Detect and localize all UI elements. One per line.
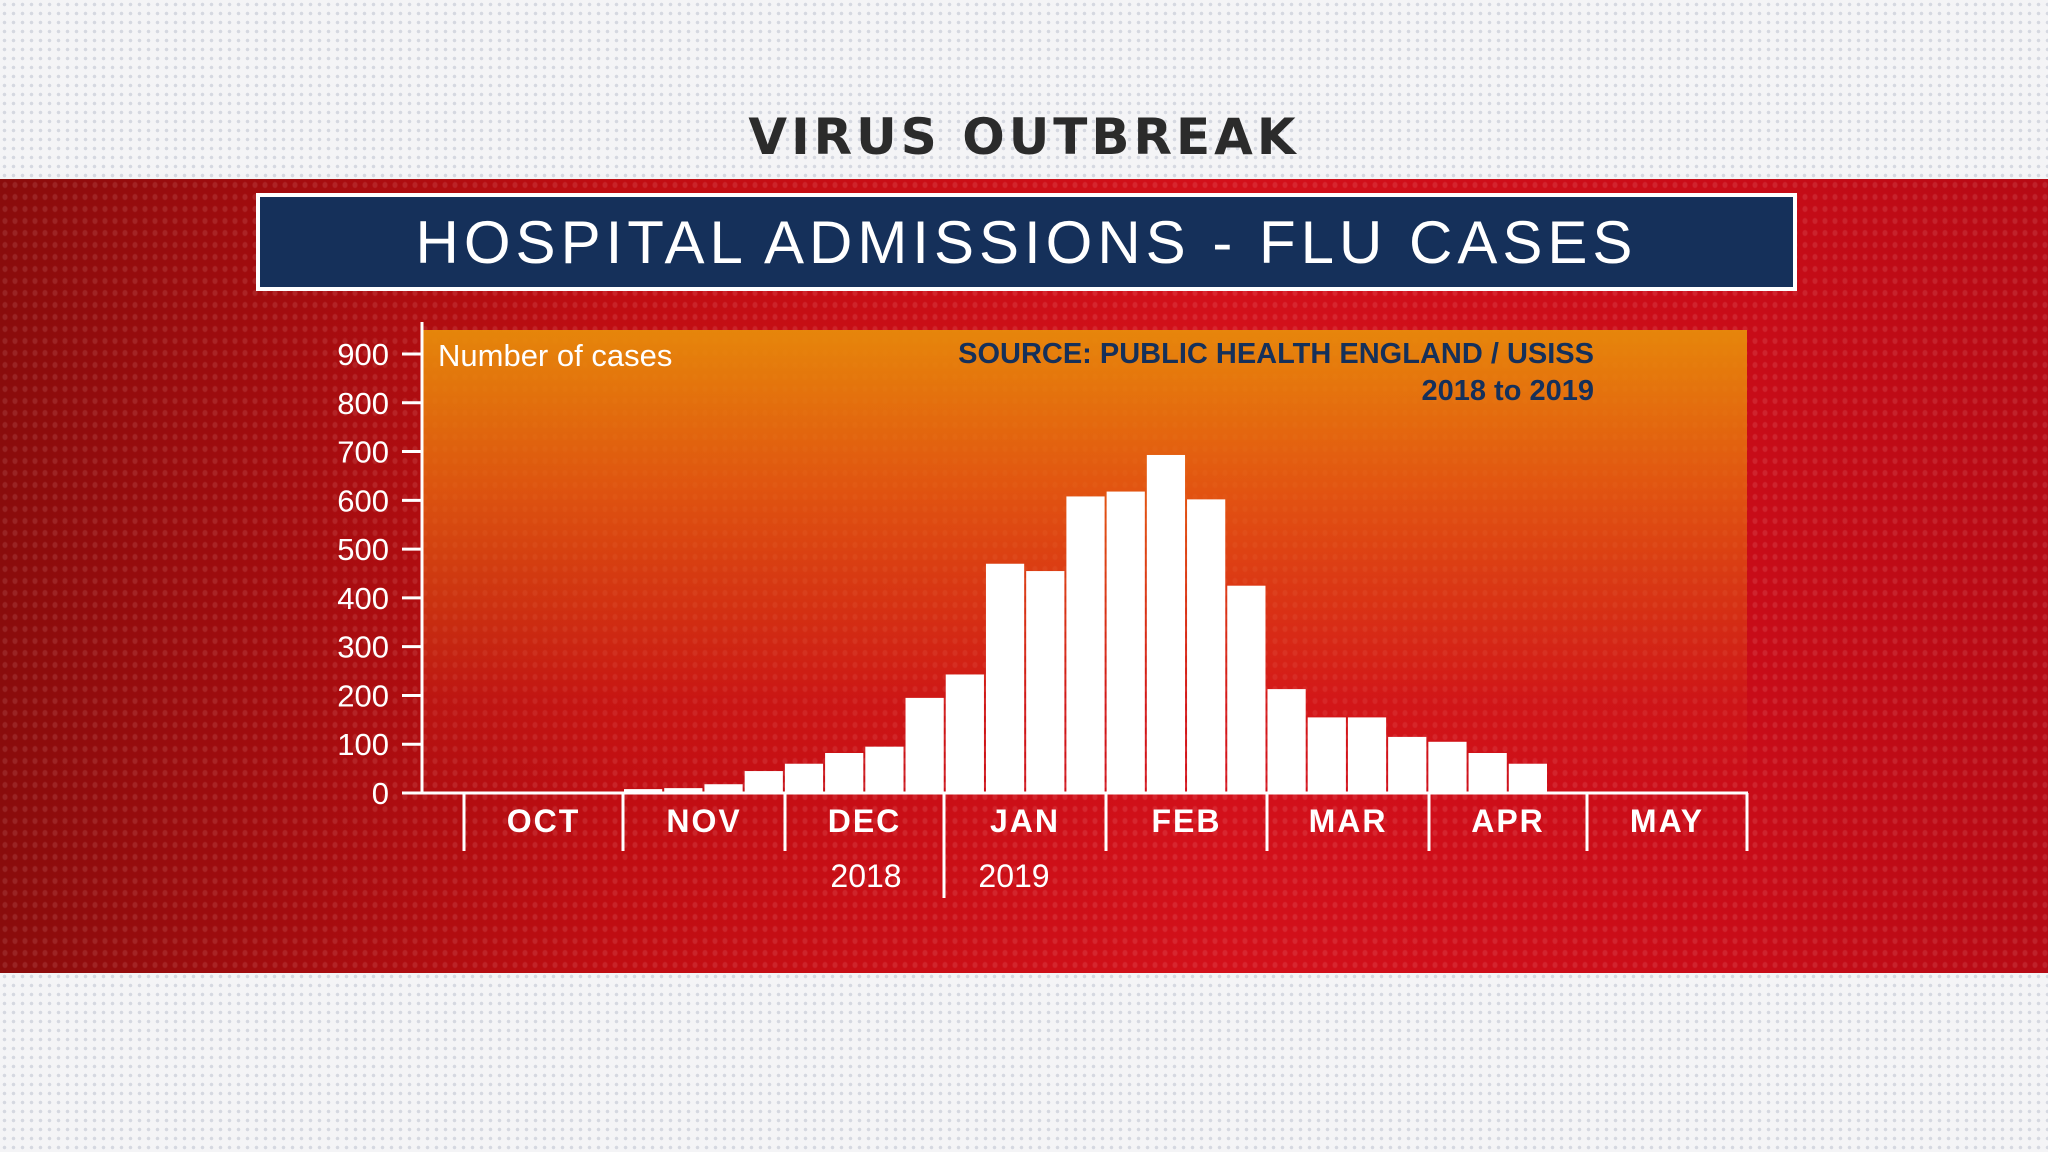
bar [1146,454,1186,793]
bar [1026,571,1065,793]
bar [1307,717,1346,793]
y-tick-label: 400 [337,581,389,616]
y-tick-label: 900 [337,337,389,372]
month-label: MAY [1630,803,1704,839]
month-label: MAR [1309,803,1388,839]
bar [784,763,824,793]
bar [744,771,783,793]
period-label: 2018 to 2019 [1421,375,1594,407]
y-tick-label: 200 [337,678,389,713]
y-tick-label: 100 [337,727,389,762]
y-tick-label: 500 [337,532,389,567]
y-tick-label: 0 [372,776,389,811]
month-label: JAN [990,803,1060,839]
bar [985,563,1025,793]
bar [1468,753,1507,793]
bar [1267,689,1306,793]
month-label: DEC [828,803,902,839]
bar [704,784,743,793]
month-label: APR [1471,803,1545,839]
kicker-title: VIRUS OUTBREAK [748,108,1300,166]
bar [905,697,944,793]
y-axis-label: Number of cases [438,338,672,373]
month-label: NOV [666,803,741,839]
bar [825,753,864,793]
year-label: 2019 [978,858,1049,894]
bar [1428,741,1467,793]
month-label: FEB [1152,803,1222,839]
bar [1388,736,1427,793]
bar [865,746,904,793]
source-label: SOURCE: PUBLIC HEALTH ENGLAND / USISS [958,338,1594,370]
bar [1227,585,1266,793]
bar [624,789,663,793]
bar [664,788,703,793]
chart-title-box: HOSPITAL ADMISSIONS - FLU CASES [256,193,1797,291]
bar [1106,491,1145,793]
year-label: 2018 [830,858,901,894]
y-tick-label: 700 [337,435,389,470]
bar [1508,763,1547,793]
bar [1066,496,1105,793]
y-tick-label: 800 [337,386,389,421]
bar [1347,717,1387,793]
bar [1187,499,1226,793]
y-tick-label: 300 [337,630,389,665]
chart-title: HOSPITAL ADMISSIONS - FLU CASES [415,208,1638,276]
month-label: OCT [507,803,581,839]
bar [945,674,984,793]
y-tick-label: 600 [337,483,389,518]
